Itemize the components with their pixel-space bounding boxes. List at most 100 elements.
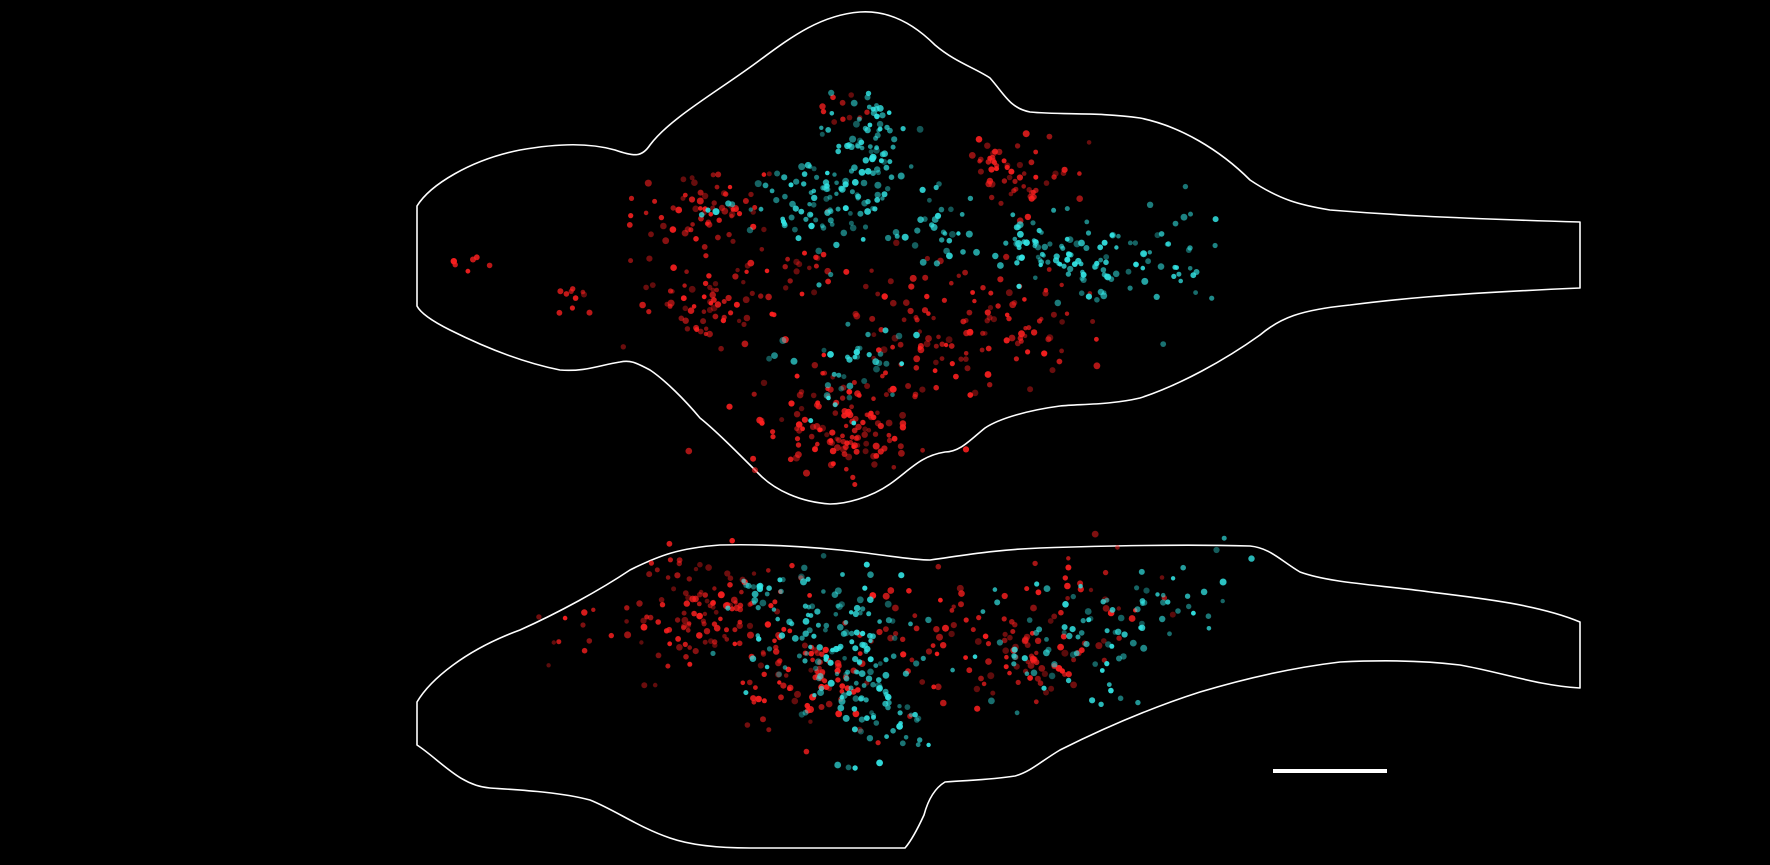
cyan-cell-dot xyxy=(898,572,905,579)
red-cell-dot xyxy=(807,593,812,598)
cyan-cell-dot xyxy=(897,704,902,709)
red-cell-dot xyxy=(863,440,870,447)
red-cell-dot xyxy=(686,621,692,626)
red-cell-dot xyxy=(839,683,846,689)
cyan-cell-dot xyxy=(1164,241,1170,247)
red-cell-dot xyxy=(698,206,703,211)
red-cell-dot xyxy=(972,298,977,304)
red-cell-dot xyxy=(777,658,783,664)
red-cell-dot xyxy=(958,601,964,608)
red-cell-dot xyxy=(813,263,819,269)
red-cell-dot xyxy=(1008,191,1014,197)
red-cell-dot xyxy=(776,658,783,664)
lateral-brain-outline xyxy=(416,543,1581,849)
cyan-cell-dot xyxy=(1098,701,1104,707)
red-cell-dot xyxy=(1169,611,1176,618)
cyan-cell-dot xyxy=(1092,661,1098,667)
red-cell-dot xyxy=(778,694,784,701)
cyan-cell-dot xyxy=(855,193,862,200)
cyan-cell-dot xyxy=(884,734,889,739)
red-cell-dot xyxy=(898,449,905,457)
red-cell-dot xyxy=(818,427,823,433)
cyan-cell-dot xyxy=(1159,615,1166,623)
red-cell-dot xyxy=(926,311,931,316)
cyan-cell-dot xyxy=(1010,212,1016,218)
red-cell-dot xyxy=(655,619,661,625)
red-cell-dot xyxy=(1116,635,1122,641)
cyan-cell-dot xyxy=(836,372,842,378)
cyan-cell-dot xyxy=(876,759,883,767)
red-cell-dot xyxy=(900,636,906,642)
cyan-cell-dot xyxy=(927,197,932,203)
cyan-cell-dot xyxy=(1117,695,1124,702)
cyan-cell-dot xyxy=(764,664,770,670)
red-cell-dot xyxy=(991,159,998,166)
cyan-cell-dot xyxy=(814,658,822,665)
red-cell-dot xyxy=(840,438,847,445)
cyan-cell-dot xyxy=(867,668,874,676)
red-cell-dot xyxy=(1016,174,1024,181)
cyan-cell-dot xyxy=(943,247,950,255)
cyan-cell-dot xyxy=(960,249,966,255)
cyan-cell-dot xyxy=(788,182,794,188)
red-cell-dot xyxy=(1002,631,1008,637)
cyan-cell-dot xyxy=(807,202,812,207)
red-cell-dot xyxy=(1003,253,1010,260)
red-cell-dot xyxy=(693,566,699,572)
cyan-cell-dot xyxy=(1100,292,1108,300)
cyan-cell-dot xyxy=(1100,267,1107,273)
cyan-cell-dot xyxy=(867,656,874,663)
red-cell-dot xyxy=(1022,130,1030,138)
red-cell-dot xyxy=(899,424,907,431)
cyan-cell-dot xyxy=(853,604,861,612)
red-cell-dot xyxy=(935,683,942,691)
cyan-cell-dot xyxy=(814,174,820,180)
red-cell-dot xyxy=(665,663,671,669)
cyan-cell-dot xyxy=(1101,290,1107,296)
cyan-cell-dot xyxy=(725,200,732,207)
cyan-cell-dot xyxy=(849,224,857,232)
red-cell-dot xyxy=(780,682,787,689)
red-cell-dot xyxy=(950,622,957,629)
red-cell-dot xyxy=(769,311,775,317)
cyan-cell-dot xyxy=(789,621,795,627)
red-cell-dot xyxy=(737,619,743,625)
cyan-cell-dot xyxy=(877,351,884,357)
red-cell-dot xyxy=(988,166,995,173)
red-cell-dot xyxy=(889,385,897,393)
cyan-cell-dot xyxy=(825,170,830,176)
red-cell-dot xyxy=(667,557,674,563)
red-cell-dot xyxy=(919,679,926,685)
red-cell-dot xyxy=(685,622,692,629)
red-cell-dot xyxy=(966,309,973,316)
red-cell-dot xyxy=(562,615,568,621)
red-cell-dot xyxy=(949,280,954,286)
red-cell-dot xyxy=(1058,609,1064,616)
red-cell-dot xyxy=(707,284,713,290)
red-cell-dot xyxy=(591,607,596,612)
cyan-cell-dot xyxy=(1167,631,1172,637)
red-cell-dot xyxy=(732,641,738,647)
red-cell-dot xyxy=(723,191,729,197)
cyan-cell-dot xyxy=(863,561,870,568)
cyan-cell-dot xyxy=(830,647,835,653)
cyan-cell-dot xyxy=(858,610,863,616)
red-cell-dot xyxy=(1057,643,1064,651)
red-cell-dot xyxy=(685,594,692,601)
cyan-cell-dot xyxy=(823,392,831,399)
red-cell-dot xyxy=(703,253,709,259)
red-cell-dot xyxy=(984,309,991,316)
red-cell-dot xyxy=(741,340,749,348)
red-cell-dot xyxy=(802,650,808,656)
red-cell-dot xyxy=(730,238,736,244)
red-cell-dot xyxy=(1042,290,1049,297)
red-cell-dot xyxy=(885,419,893,427)
cyan-cell-dot xyxy=(1127,285,1133,291)
cyan-cell-dot xyxy=(874,181,882,189)
cyan-cell-dot xyxy=(864,126,871,134)
cyan-cell-dot xyxy=(834,191,839,196)
red-cell-dot xyxy=(812,674,819,681)
red-cell-dot xyxy=(556,309,563,316)
red-cell-dot xyxy=(696,612,703,620)
red-cell-dot xyxy=(1027,662,1035,669)
